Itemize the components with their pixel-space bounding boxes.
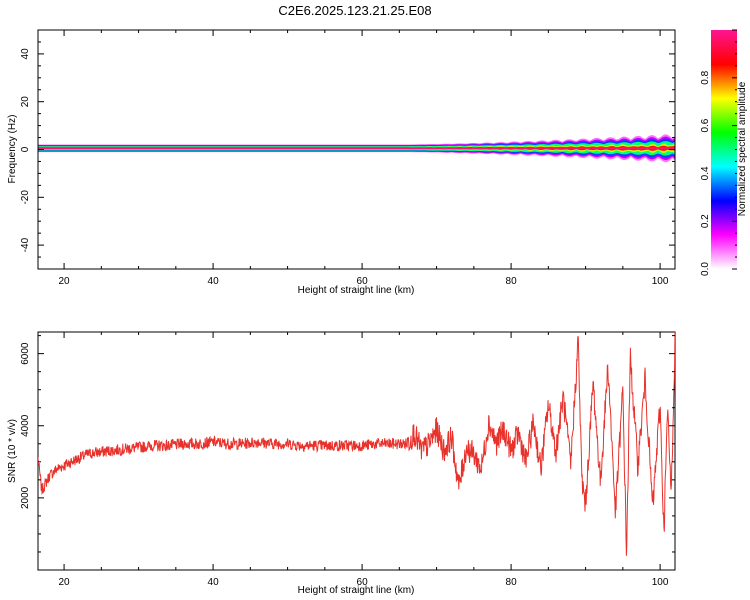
spectrogram-xlabel: Height of straight line (km) (298, 285, 415, 296)
x-tick-label: 100 (652, 577, 669, 588)
colorbar-tick-label: 0.6 (700, 118, 711, 132)
x-tick-label: 40 (208, 577, 220, 588)
colorbar: 0.0 0.2 0.4 0.6 0.8 Normalized spectral ampl… (700, 29, 748, 276)
colorbar-tick-label: 0.0 (700, 262, 711, 276)
colorbar-ticks: 0.0 0.2 0.4 0.6 0.8 (700, 29, 737, 276)
x-tick-label: 60 (357, 276, 369, 287)
figure-title: C2E6.2025.123.21.25.E08 (278, 3, 431, 18)
spectrogram-ylabel: Frequency (Hz) (7, 115, 18, 184)
x-tick-label: 100 (652, 276, 669, 287)
y-tick-label: -40 (20, 237, 31, 252)
y-tick-label: 4000 (20, 414, 31, 437)
x-tick-label: 80 (506, 276, 518, 287)
colorbar-tick-label: 0.4 (700, 166, 711, 180)
snr-ticks: 20 40 60 80 100 2000 4000 6000 (20, 332, 675, 588)
spectrogram-heat (38, 134, 675, 163)
spectrogram-panel: 20 40 60 80 100 -40 -20 0 20 40 Height of straigh… (7, 29, 676, 296)
spectrogram-ticks: 20 40 60 80 100 -40 -20 0 20 40 (20, 29, 675, 287)
colorbar-tick-label: 0.8 (700, 70, 711, 84)
y-tick-label: 0 (20, 146, 31, 152)
x-tick-label: 80 (506, 577, 518, 588)
snr-series-line (38, 332, 675, 556)
snr-ylabel: SNR (10 * v/v) (7, 419, 18, 483)
snr-xlabel: Height of straight line (km) (298, 585, 415, 596)
snr-panel: 20 40 60 80 100 2000 4000 6000 Height of straig… (7, 331, 676, 596)
y-tick-label: 2000 (20, 486, 31, 509)
y-tick-label: -20 (20, 190, 31, 205)
x-tick-label: 60 (357, 577, 369, 588)
y-tick-label: 20 (20, 96, 31, 108)
colorbar-bar (711, 30, 737, 269)
x-tick-label: 20 (59, 577, 71, 588)
snr-frame (37, 331, 676, 571)
colorbar-tick-label: 0.2 (700, 214, 711, 228)
x-tick-label: 20 (59, 276, 71, 287)
x-tick-label: 40 (208, 276, 220, 287)
colorbar-label: Normalized spectral amplitude (737, 81, 748, 216)
y-tick-label: 40 (20, 48, 31, 60)
y-tick-label: 6000 (20, 342, 31, 365)
